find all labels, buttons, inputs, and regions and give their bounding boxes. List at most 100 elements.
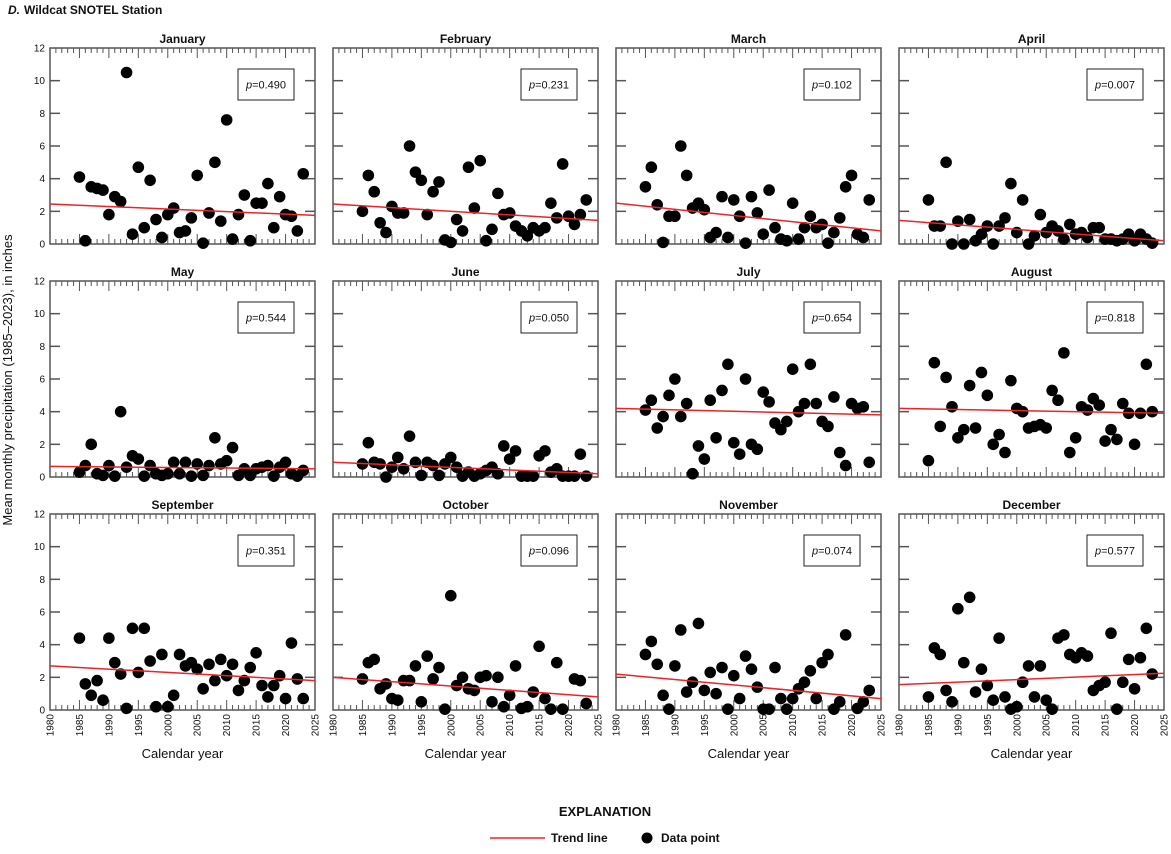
data-point	[651, 199, 664, 211]
data-point	[680, 397, 693, 410]
data-point	[297, 464, 310, 477]
panel-september: September 0 2 4 6 8 10 12 1980 1985 1990 1995 2000 20…	[34, 498, 322, 761]
data-point	[952, 602, 964, 615]
p-value-box	[520, 68, 578, 101]
data-point	[421, 208, 434, 221]
data-point	[568, 218, 581, 231]
data-point	[987, 694, 1000, 706]
data-point	[993, 428, 1005, 441]
data-point	[1028, 691, 1041, 703]
data-point	[763, 396, 775, 408]
data-point	[197, 469, 209, 482]
trend-line	[898, 219, 1165, 242]
data-point	[279, 692, 292, 705]
p-value-symbol: p	[528, 546, 535, 558]
data-point	[1058, 233, 1070, 245]
data-point	[238, 674, 251, 687]
y-axis-label: Mean monthly precipitation (1985–2023), …	[0, 234, 15, 526]
data-point	[150, 213, 162, 226]
x-tick-label: 1985	[924, 714, 935, 737]
data-point	[262, 177, 274, 190]
data-point	[468, 202, 481, 214]
data-point	[780, 703, 793, 715]
data-point	[509, 660, 522, 672]
data-point	[1093, 221, 1106, 234]
data-point	[1116, 676, 1129, 689]
data-point	[739, 237, 752, 249]
data-point	[539, 692, 551, 705]
data-point	[657, 410, 669, 423]
data-point	[686, 467, 699, 480]
p-value-text: p=0.490	[245, 80, 286, 92]
panel-july: July p=0.654	[615, 265, 882, 480]
p-value-text: p=0.007	[1094, 80, 1135, 92]
y-tick-label: 6	[39, 608, 45, 619]
data-point	[144, 459, 156, 472]
p-value-box	[803, 534, 861, 567]
data-point	[114, 668, 127, 680]
data-point	[79, 459, 92, 472]
p-value-text: p=0.231	[528, 80, 569, 92]
legend-point-label: Data point	[661, 831, 720, 845]
x-axis-label: Calendar year	[991, 746, 1073, 761]
data-point	[1028, 230, 1041, 242]
y-tick-label: 10	[34, 542, 46, 553]
data-point	[156, 648, 168, 661]
x-tick-label: 2025	[877, 714, 888, 737]
data-point	[739, 373, 752, 385]
data-point	[857, 400, 870, 413]
data-point	[415, 696, 428, 708]
data-point	[963, 213, 976, 226]
p-value-box	[237, 534, 295, 567]
trend-line	[49, 203, 316, 217]
data-point	[1034, 660, 1047, 672]
data-point	[480, 234, 492, 247]
data-point	[733, 448, 746, 460]
data-point	[380, 471, 392, 483]
p-value-symbol: p	[811, 80, 818, 92]
data-point	[238, 189, 251, 201]
data-point	[362, 169, 375, 182]
data-point	[480, 669, 492, 682]
panel-august: August p=0.818	[898, 265, 1165, 478]
data-point	[1128, 682, 1141, 695]
data-point	[651, 658, 664, 671]
data-point	[197, 682, 209, 695]
data-point	[397, 207, 410, 219]
x-tick-label: 1980	[46, 714, 57, 737]
data-point	[179, 225, 192, 237]
data-point	[828, 391, 840, 403]
panel-title: December	[1002, 498, 1060, 512]
data-point	[981, 220, 994, 232]
panel-february: February p=0.231	[332, 32, 599, 249]
x-tick-label: 2000	[729, 714, 740, 737]
x-tick-label: 2005	[476, 714, 487, 737]
data-point	[486, 223, 498, 236]
data-point	[645, 635, 658, 648]
y-tick-label: 2	[39, 673, 45, 684]
trend-line	[615, 202, 882, 232]
data-point	[928, 356, 941, 369]
data-point	[226, 441, 239, 454]
data-point	[845, 169, 858, 182]
data-point	[745, 190, 758, 203]
data-point	[209, 674, 221, 687]
trend-line	[49, 465, 316, 470]
y-tick-label: 0	[39, 473, 45, 484]
panel-title: May	[171, 265, 195, 279]
p-value-symbol: p	[1094, 546, 1101, 558]
data-point	[1016, 405, 1029, 418]
data-point	[751, 207, 764, 219]
x-tick-label: 2020	[281, 714, 292, 737]
data-point	[957, 656, 970, 669]
data-point	[138, 221, 151, 234]
data-point	[957, 238, 970, 250]
data-point	[380, 678, 392, 690]
trend-line	[332, 676, 599, 698]
data-point	[545, 703, 557, 715]
data-point	[386, 461, 398, 474]
data-point	[763, 703, 775, 715]
data-point	[191, 458, 204, 470]
panel-march: March p=0.102	[615, 32, 882, 249]
data-point	[1005, 177, 1017, 190]
